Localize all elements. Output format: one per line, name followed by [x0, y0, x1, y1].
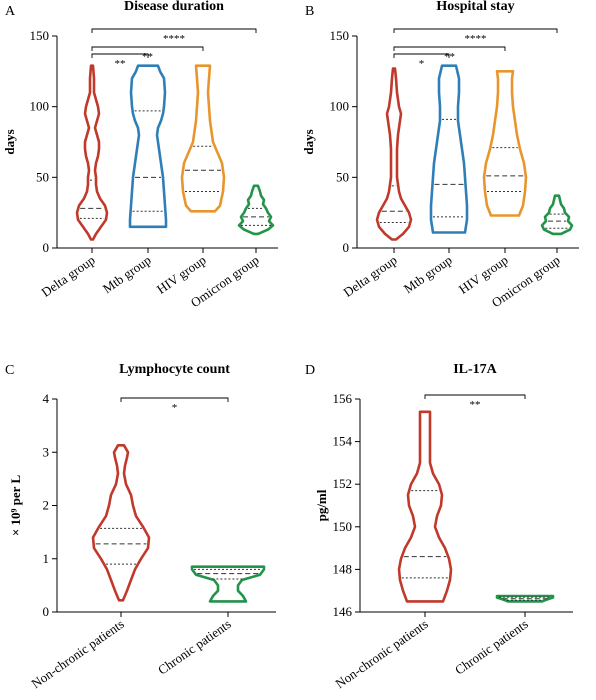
- violin-4: [237, 184, 275, 236]
- violin-outline: [190, 565, 266, 603]
- y-tick-label: 3: [43, 444, 50, 459]
- x-category-label: Chronic patients: [155, 616, 234, 677]
- violin-3: [180, 64, 226, 213]
- y-axis-label: pg/ml: [314, 489, 329, 521]
- panel-a: A Disease duration 0 50 100 150 days Delta grou…: [2, 0, 278, 310]
- panel-letter: C: [5, 363, 14, 378]
- significance-bracket: *: [120, 397, 229, 414]
- violin-outline: [482, 70, 528, 217]
- violin-outline: [91, 444, 151, 602]
- y-tick-label: 148: [333, 561, 353, 576]
- chart-title: Hospital stay: [436, 0, 514, 14]
- significance-bracket: ****: [393, 28, 558, 45]
- significance-label: **: [115, 58, 126, 70]
- violin-4: [540, 194, 574, 236]
- panel-b: B Hospital stay 0 50 100 150 days Delta group Mt…: [301, 0, 579, 310]
- panel-c: C Lymphocyte count 0 1 2 3 4 × 10⁹ per L Non-chr…: [5, 362, 276, 691]
- x-category-label: Non-chronic patients: [29, 616, 127, 691]
- bracket-line: [393, 46, 506, 51]
- y-tick-label: 150: [330, 28, 350, 43]
- violin-2: [495, 594, 555, 603]
- significance-label: **: [470, 399, 481, 411]
- chart-title: IL-17A: [453, 362, 497, 377]
- significance-bracket: *: [393, 53, 450, 70]
- significance-bracket: **: [393, 46, 506, 63]
- violin-outline: [75, 64, 109, 241]
- y-tick-label: 2: [43, 498, 50, 513]
- y-tick-label: 150: [333, 519, 353, 534]
- violin-1: [397, 410, 453, 603]
- y-tick-label: 156: [333, 391, 353, 406]
- violin-3: [482, 70, 528, 217]
- significance-bracket: **: [91, 53, 149, 70]
- y-axis-label: × 10⁹ per L: [8, 475, 23, 537]
- y-tick-label: 0: [43, 240, 50, 255]
- significance-label: *: [419, 58, 425, 70]
- violin-outline: [429, 64, 469, 234]
- bracket-line: [120, 397, 229, 402]
- significance-label: ****: [465, 33, 487, 45]
- violin-outline: [397, 410, 453, 603]
- x-category-label: Delta group: [39, 252, 98, 300]
- violin-1: [75, 64, 109, 241]
- x-category-label: Chronic patients: [452, 616, 531, 677]
- violin-1: [91, 444, 151, 602]
- x-category-label: Mtb group: [401, 252, 455, 296]
- y-tick-label: 154: [333, 434, 353, 449]
- significance-bracket: ****: [91, 28, 257, 45]
- y-tick-label: 50: [36, 169, 49, 184]
- significance-label: ****: [163, 33, 185, 45]
- significance-bracket: **: [91, 46, 204, 63]
- bracket-line: [91, 53, 149, 58]
- y-tick-label: 1: [43, 551, 50, 566]
- y-tick-label: 146: [333, 604, 353, 619]
- y-tick-label: 4: [43, 391, 50, 406]
- violin-outline: [540, 194, 574, 236]
- bracket-line: [393, 53, 450, 58]
- y-tick-label: 50: [336, 169, 349, 184]
- panel-letter: B: [305, 4, 314, 19]
- y-tick-label: 152: [333, 476, 353, 491]
- y-axis-label: days: [2, 129, 17, 154]
- violin-outline: [375, 67, 413, 241]
- x-category-label: Non-chronic patients: [333, 616, 431, 691]
- violin-2: [429, 64, 469, 234]
- y-tick-label: 0: [43, 604, 50, 619]
- violin-outline: [180, 64, 226, 213]
- panel-d: D IL-17A 146 148 150 152 154 156 pg/ml Non-chroni…: [305, 362, 573, 691]
- significance-label: *: [172, 402, 178, 414]
- y-tick-label: 0: [343, 240, 350, 255]
- violin-outline: [128, 64, 168, 229]
- y-tick-label: 100: [330, 99, 350, 114]
- chart-title: Disease duration: [124, 0, 224, 14]
- bracket-line: [393, 28, 558, 33]
- panel-letter: A: [5, 4, 16, 19]
- bracket-line: [91, 28, 257, 33]
- panel-letter: D: [305, 363, 315, 378]
- significance-bracket: **: [424, 394, 526, 411]
- violin-outline: [495, 594, 555, 603]
- bracket-line: [424, 394, 526, 399]
- x-category-label: Delta group: [341, 252, 400, 300]
- y-tick-label: 150: [30, 28, 50, 43]
- x-category-label: Mtb group: [100, 252, 154, 296]
- violin-2: [128, 64, 168, 229]
- violin-1: [375, 67, 413, 241]
- violin-2: [190, 565, 266, 603]
- chart-title: Lymphocyte count: [119, 362, 230, 377]
- violin-outline: [237, 184, 275, 236]
- bracket-line: [91, 46, 204, 51]
- y-axis-label: days: [301, 129, 316, 154]
- y-tick-label: 100: [30, 99, 50, 114]
- significance-label: **: [142, 51, 153, 63]
- significance-label: **: [444, 51, 455, 63]
